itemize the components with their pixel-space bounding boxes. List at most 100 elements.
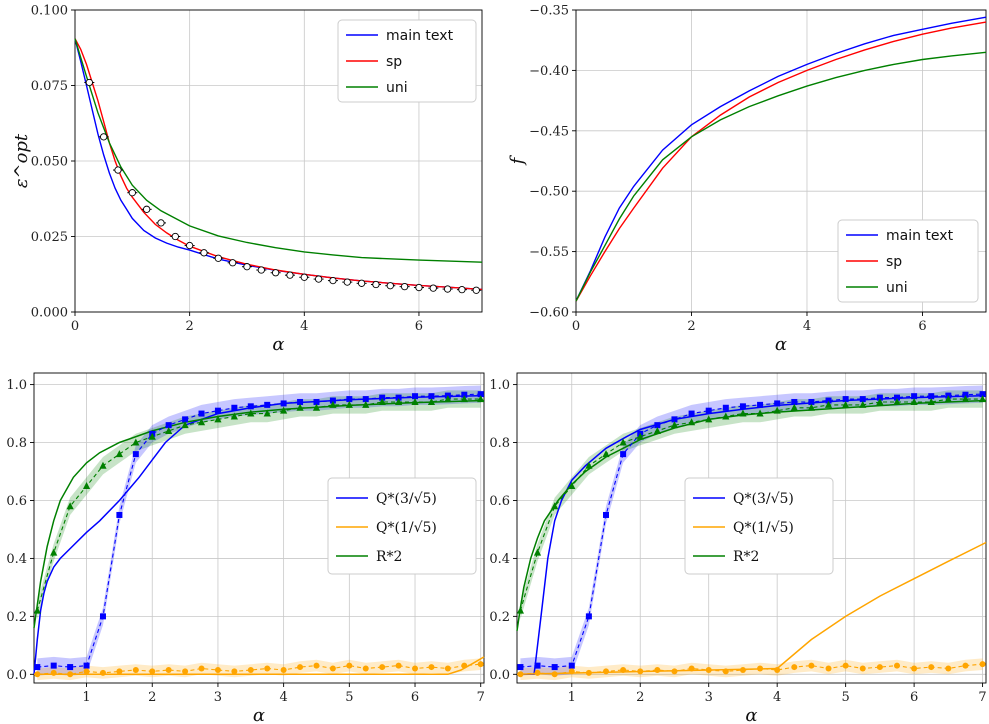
- legend-label: Q*(1/√5): [733, 520, 794, 536]
- sim-marker-square: [842, 396, 849, 403]
- legend-label: Q*(3/√5): [733, 491, 794, 507]
- sim-marker-triangle: [653, 426, 661, 434]
- sim-marker-square: [198, 410, 205, 417]
- sim-marker-triangle: [214, 415, 222, 423]
- y-tick-label: 0.100: [31, 4, 68, 19]
- sim-marker-triangle: [296, 403, 304, 411]
- legend-label: main text: [386, 28, 454, 44]
- sim-dashed-line: [519, 398, 983, 611]
- sim-marker-triangle: [773, 406, 781, 414]
- legend: main text sp uni: [337, 19, 477, 103]
- data-point-marker: [157, 219, 165, 227]
- data-point-marker: [429, 284, 437, 292]
- sim-marker-square: [859, 396, 866, 403]
- sim-marker-square: [654, 422, 661, 429]
- legend-label: Q*(1/√5): [376, 520, 437, 536]
- x-tick-label: 7: [978, 690, 986, 705]
- x-tick-label: 7: [477, 690, 485, 705]
- sim-marker-square: [928, 393, 935, 400]
- y-tick-label: 0.050: [31, 155, 68, 170]
- sim-marker-triangle: [378, 397, 386, 405]
- sim-marker-triangle: [859, 400, 867, 408]
- legend-label: R*2: [376, 549, 402, 565]
- sim-marker-triangle: [927, 397, 935, 405]
- sim-marker-triangle: [181, 421, 189, 429]
- legend: Q*(3/√5) Q*(1/√5) R*2: [327, 477, 477, 575]
- sim-marker-circle: [214, 666, 221, 673]
- sim-marker-circle: [585, 669, 592, 676]
- sim-marker-circle: [198, 665, 205, 672]
- chart-overlaps-right: 1 2 3 4 5 6 7 0.0 0.2 0.4 0.6 0.8 1.0 α Q*(3/√5) Q*(1/√…: [489, 372, 987, 724]
- axes-frame: [575, 9, 987, 313]
- sim-dashed-line: [37, 663, 481, 675]
- data-point-marker: [400, 282, 409, 291]
- sim-marker-circle: [654, 666, 661, 673]
- sim-marker-circle: [280, 666, 287, 673]
- legend-box: [684, 477, 834, 575]
- sim-marker-circle: [791, 664, 798, 671]
- sim-marker-circle: [247, 666, 254, 673]
- chart-epsilon-opt: 0 2 4 6 0.000 0.025 0.050 0.075 0.100 α ε^opt main …: [11, 4, 483, 355]
- sim-marker-circle: [67, 671, 74, 678]
- axes-frame: [33, 372, 485, 684]
- data-point-marker: [128, 189, 136, 197]
- sim-marker-triangle: [602, 450, 610, 458]
- sim-marker-triangle: [263, 409, 271, 417]
- x-axis-label: α: [775, 334, 787, 355]
- sim-marker-square: [329, 397, 336, 404]
- y-tick-label: 0.8: [489, 436, 510, 451]
- sim-marker-square: [346, 396, 353, 403]
- x-tick-label: 5: [842, 690, 850, 705]
- y-tick-label: 0.075: [31, 79, 68, 94]
- y-tick-label: −0.35: [529, 4, 569, 19]
- sim-marker-triangle: [619, 438, 627, 446]
- x-tick-label: 4: [279, 690, 287, 705]
- x-axis-label: α: [253, 705, 265, 724]
- sim-marker-triangle: [961, 395, 970, 403]
- chart-overlaps-left: 1 2 3 4 5 6 7 0.0 0.2 0.4 0.6 0.8 1.0 α Q*(3/√5) Q*(1/√…: [6, 372, 485, 724]
- sim-marker-square: [395, 394, 402, 401]
- legend: Q*(3/√5) Q*(1/√5) R*2: [684, 477, 834, 575]
- series-line-uni: [575, 51, 987, 302]
- data-point-marker: [472, 286, 480, 294]
- sim-marker-triangle: [790, 403, 798, 411]
- x-tick-label: 3: [705, 690, 713, 705]
- data-point-marker: [343, 278, 351, 286]
- data-point-marker: [271, 269, 280, 277]
- sim-marker-circle: [603, 668, 610, 675]
- sim-marker-triangle: [978, 395, 987, 403]
- sim-dashed-line: [36, 398, 481, 611]
- sim-marker-circle: [842, 662, 849, 669]
- sim-marker-circle: [757, 665, 764, 672]
- sim-marker-triangle: [876, 397, 884, 405]
- x-tick-label: 1: [82, 690, 90, 705]
- y-tick-label: 0.0: [489, 668, 510, 683]
- y-tick-label: 0.4: [489, 552, 510, 567]
- sim-marker-triangle: [33, 606, 41, 614]
- legend: main text sp uni: [837, 219, 979, 303]
- sim-marker-square: [116, 511, 123, 518]
- series-line-uni: [74, 38, 483, 263]
- data-point-marker: [372, 280, 380, 289]
- sim-marker-triangle: [444, 395, 452, 403]
- x-tick-label: 2: [148, 690, 156, 705]
- sim-marker-circle: [297, 664, 304, 671]
- legend-label: Q*(3/√5): [376, 491, 437, 507]
- sim-marker-square: [247, 403, 254, 410]
- sim-marker-triangle: [362, 400, 370, 408]
- theory-line: [33, 394, 485, 675]
- legend-label: main text: [886, 228, 954, 244]
- legend-label: uni: [886, 280, 908, 296]
- sim-marker-triangle: [82, 481, 91, 489]
- y-tick-label: −0.60: [529, 306, 569, 321]
- sim-marker-circle: [945, 665, 952, 672]
- sim-marker-circle: [149, 668, 156, 675]
- sim-marker-triangle: [807, 403, 816, 411]
- sim-marker-square: [722, 404, 729, 411]
- sim-marker-square: [50, 662, 57, 669]
- sim-marker-square: [477, 391, 484, 398]
- sim-marker-triangle: [50, 548, 58, 556]
- y-tick-label: 1.0: [6, 378, 27, 393]
- sim-marker-circle: [428, 664, 435, 671]
